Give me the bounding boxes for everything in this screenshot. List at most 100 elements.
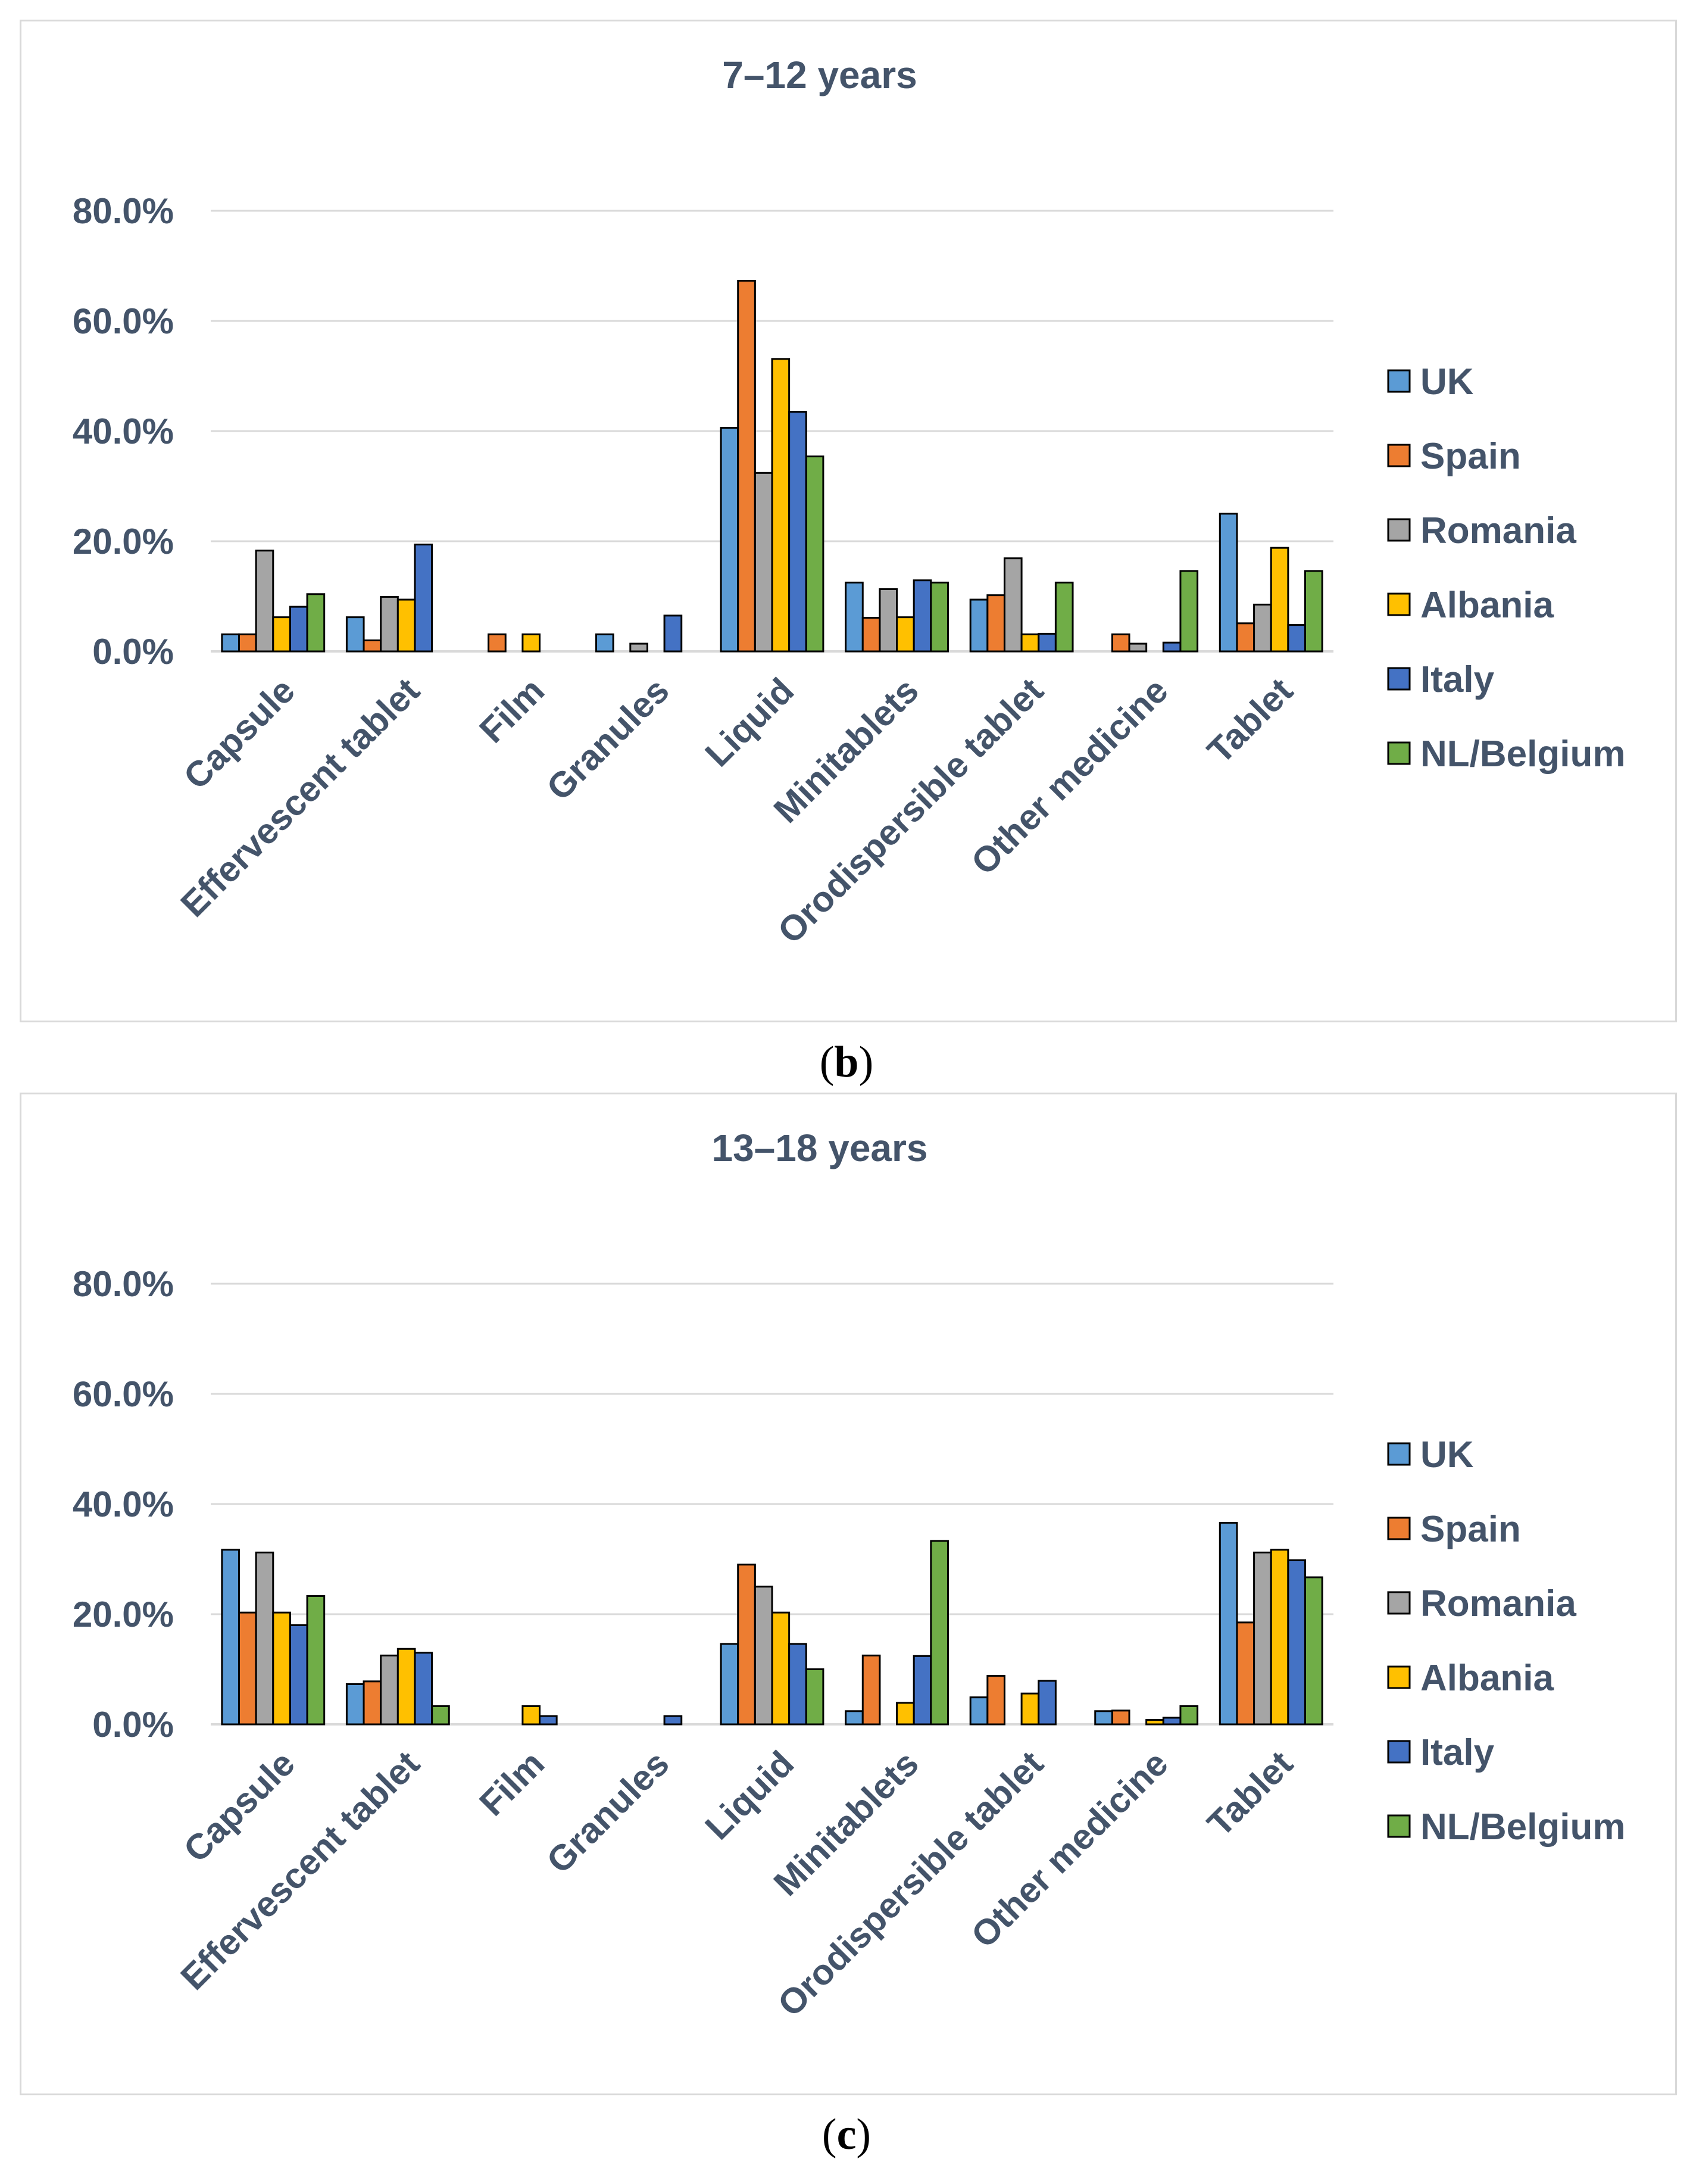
chart-7-12-years: 7–12 years 0.0% 20.0% 40.0% 60.0% 80.0% Capsul… <box>73 54 1626 951</box>
bar-albania-liquid <box>771 358 791 653</box>
y-tick-label: 0.0% <box>92 1705 174 1745</box>
bar-albania-capsule <box>272 1611 291 1726</box>
chart-13-18-years: 13–18 years 0.0% 20.0% 40.0% 60.0% 80.0% Capsu… <box>73 1127 1626 2024</box>
bar-romania-effervescent-tablet <box>380 1654 399 1726</box>
bar-spain-tablet <box>1236 1621 1255 1726</box>
bar-spain-capsule <box>238 633 257 653</box>
bar-nl-belgium-tablet <box>1304 1576 1323 1726</box>
legend-label-albania: Albania <box>1420 585 1554 626</box>
bar-spain-other-medicine <box>1111 1709 1130 1726</box>
figure-caption-b: (b) <box>819 1038 874 1087</box>
legend-label-uk: UK <box>1420 361 1474 403</box>
bar-spain-effervescent-tablet <box>363 1680 382 1726</box>
bar-albania-capsule <box>272 616 291 653</box>
bar-albania-tablet <box>1270 1549 1289 1726</box>
x-tick-label-tablet: Tablet <box>1200 670 1300 771</box>
bar-spain-orodispersible-tablet <box>986 594 1005 653</box>
bar-spain-orodispersible-tablet <box>986 1675 1005 1726</box>
bar-italy-granules <box>663 1715 683 1726</box>
bar-italy-minitablets <box>913 579 932 653</box>
bar-romania-liquid <box>754 472 773 653</box>
bar-nl-belgium-effervescent-tablet <box>431 1705 450 1726</box>
bar-italy-granules <box>663 614 683 653</box>
bar-nl-belgium-orodispersible-tablet <box>1054 581 1074 653</box>
bar-uk-tablet <box>1219 1521 1238 1726</box>
chart-title: 13–18 years <box>711 1127 927 1169</box>
bar-spain-liquid <box>737 279 756 653</box>
bar-nl-belgium-liquid <box>805 455 824 653</box>
chart-panel-7-12-years: 7–12 years 0.0% 20.0% 40.0% 60.0% 80.0% Capsul… <box>20 20 1677 1022</box>
legend-label-uk: UK <box>1420 1434 1474 1475</box>
x-tick-label-granules: Granules <box>539 1743 676 1881</box>
bar-uk-minitablets <box>845 1710 864 1726</box>
legend-swatch-romania <box>1387 1591 1411 1615</box>
legend-swatch-uk <box>1387 1442 1411 1466</box>
x-tick-label-film: Film <box>471 1743 552 1824</box>
legend-label-romania: Romania <box>1420 1583 1576 1624</box>
bar-italy-film <box>539 1715 558 1726</box>
legend-label-romania: Romania <box>1420 510 1576 551</box>
bar-romania-orodispersible-tablet <box>1003 557 1023 653</box>
bar-albania-orodispersible-tablet <box>1020 633 1040 653</box>
x-tick-label-granules: Granules <box>539 670 676 808</box>
bar-uk-orodispersible-tablet <box>969 1696 989 1726</box>
legend-label-italy: Italy <box>1420 659 1495 700</box>
legend-label-nl-belgium: NL/Belgium <box>1420 734 1625 775</box>
x-tick-label-tablet: Tablet <box>1200 1743 1300 1844</box>
bar-italy-orodispersible-tablet <box>1038 632 1057 653</box>
bar-uk-granules <box>595 633 614 653</box>
chart-title: 7–12 years <box>722 54 917 96</box>
bar-albania-effervescent-tablet <box>396 1648 416 1726</box>
legend-label-spain: Spain <box>1420 1509 1521 1550</box>
y-tick-label: 40.0% <box>73 411 174 451</box>
bar-uk-effervescent-tablet <box>345 616 365 653</box>
bar-nl-belgium-liquid <box>805 1668 824 1726</box>
bar-albania-orodispersible-tablet <box>1020 1692 1040 1726</box>
x-tick-label-liquid: Liquid <box>698 670 802 775</box>
bar-romania-tablet <box>1253 603 1272 653</box>
y-tick-label: 20.0% <box>73 522 174 561</box>
bar-romania-effervescent-tablet <box>380 595 399 653</box>
bar-albania-liquid <box>771 1611 791 1726</box>
bar-spain-liquid <box>737 1564 756 1726</box>
chart-panel-13-18-years: 13–18 years 0.0% 20.0% 40.0% 60.0% 80.0% Capsu… <box>20 1093 1677 2095</box>
x-tick-label-effervescent-tablet: Effervescent tablet <box>173 1743 427 1998</box>
legend-swatch-nl-belgium <box>1387 741 1411 765</box>
bar-albania-film <box>521 633 541 653</box>
bar-nl-belgium-other-medicine <box>1179 570 1199 653</box>
bar-romania-other-medicine <box>1128 642 1148 653</box>
bar-italy-tablet <box>1287 624 1307 653</box>
x-tick-label-liquid: Liquid <box>698 1743 802 1848</box>
legend-swatch-albania <box>1387 592 1411 616</box>
bar-romania-capsule <box>255 550 274 653</box>
bar-albania-minitablets <box>896 1702 915 1726</box>
bar-italy-liquid <box>788 411 807 653</box>
bar-spain-tablet <box>1236 622 1255 653</box>
legend-label-italy: Italy <box>1420 1732 1495 1773</box>
x-tick-label-film: Film <box>471 670 552 751</box>
legend-swatch-romania <box>1387 518 1411 542</box>
legend-swatch-italy <box>1387 1740 1411 1764</box>
bar-albania-other-medicine <box>1145 1719 1164 1726</box>
legend-swatch-albania <box>1387 1665 1411 1689</box>
bar-nl-belgium-other-medicine <box>1179 1705 1199 1726</box>
legend-label-nl-belgium: NL/Belgium <box>1420 1807 1625 1848</box>
bar-uk-capsule <box>221 633 240 653</box>
bar-italy-tablet <box>1287 1559 1307 1726</box>
legend-swatch-italy <box>1387 667 1411 691</box>
legend-swatch-nl-belgium <box>1387 1814 1411 1838</box>
bar-romania-tablet <box>1253 1551 1272 1726</box>
x-tick-label-capsule: Capsule <box>176 1743 302 1870</box>
bar-spain-film <box>488 633 507 653</box>
x-tick-label-effervescent-tablet: Effervescent tablet <box>173 670 427 925</box>
legend-swatch-spain <box>1387 1517 1411 1540</box>
y-tick-label: 20.0% <box>73 1595 174 1634</box>
y-tick-label: 0.0% <box>92 632 174 672</box>
bar-albania-tablet <box>1270 547 1289 653</box>
bar-nl-belgium-tablet <box>1304 570 1323 653</box>
bar-spain-minitablets <box>861 617 881 653</box>
figure-caption-c: (c) <box>821 2110 872 2159</box>
bar-uk-minitablets <box>845 581 864 653</box>
bar-uk-orodispersible-tablet <box>969 598 989 653</box>
bar-uk-other-medicine <box>1094 1710 1113 1726</box>
